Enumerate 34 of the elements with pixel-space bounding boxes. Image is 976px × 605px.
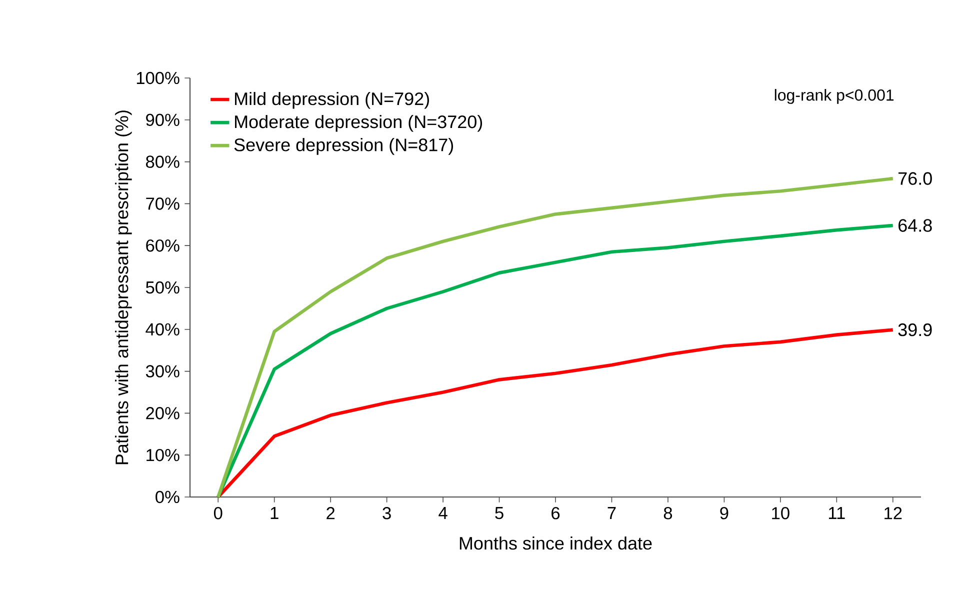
x-tick-label: 1 [270,507,278,519]
legend-label: Moderate depression (N=3720) [235,115,482,132]
legend-label: Severe depression (N=817) [234,138,454,155]
y-tick-label: 60% [146,239,180,252]
line-series [216,328,895,499]
x-tick-label: 4 [438,507,448,519]
x-tick-label: 2 [326,507,335,520]
x-tick-label: 9 [720,507,728,520]
y-tick-label: 100% [136,72,180,84]
y-tick-label: 40% [146,323,180,336]
x-tick-label: 6 [552,507,560,520]
legend-label: Mild depression (N=792) [235,92,429,109]
x-tick-label: 12 [884,507,902,520]
y-tick-label: 30% [146,365,180,378]
data-label: 64.8 [898,219,932,232]
x-tick-label: 0 [214,507,222,520]
x-tick-label: 3 [382,507,391,520]
x-tick-label: 10 [772,507,790,520]
y-tick-label: 80% [146,156,180,168]
y-tick-label: 50% [146,281,180,294]
data-label: 76.0 [898,172,932,185]
y-tick-label: 10% [146,448,180,462]
y-tick-label: 20% [146,407,180,420]
x-tick-label: 5 [495,507,504,520]
x-axis-title: Months since index date [460,536,652,550]
y-tick-label: 0% [156,490,180,504]
y-tick-label: 90% [146,114,180,126]
annotation: log-rank p<0.001 [774,88,894,104]
x-tick-label: 7 [608,507,616,519]
data-label: 39.9 [898,323,932,336]
y-axis-title: Patients with antidepressant prescription (%) [115,110,132,464]
x-tick-label: 11 [828,507,845,519]
y-tick-label: 70% [146,198,180,210]
x-tick-label: 8 [664,507,672,520]
